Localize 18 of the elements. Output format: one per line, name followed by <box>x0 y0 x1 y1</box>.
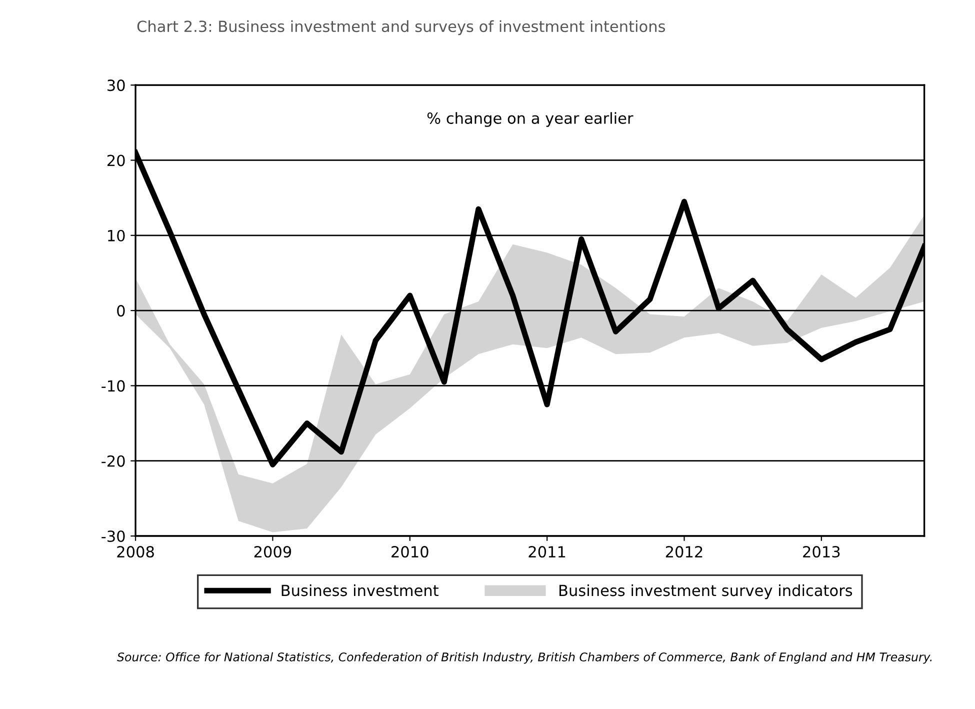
y-tick-label: -20 <box>102 455 125 467</box>
x-tick-label: 2008 <box>117 546 154 558</box>
legend-label: Business investment survey indicators <box>560 584 852 600</box>
y-tick-label: -30 <box>102 530 125 542</box>
source-note: Source: Office for National Statistics, Confederation of British Industry, British Chambers of Commerce, Bank of England and HM Treasury. <box>117 652 932 664</box>
x-tick-label: 2012 <box>666 546 702 558</box>
x-tick-label: 2011 <box>528 546 566 558</box>
x-tick-label: 2009 <box>254 546 292 558</box>
y-tick-label: 10 <box>108 230 125 242</box>
chart-title: Chart 2.3: Business investment and surveys of investment intentions <box>137 20 666 36</box>
y-tick-label: -10 <box>102 380 125 392</box>
y-tick-label: 30 <box>108 80 125 92</box>
y-tick-label: 0 <box>117 305 125 317</box>
x-tick-label: 2013 <box>803 546 840 558</box>
annotation: % change on a year earlier <box>427 112 634 127</box>
y-tick-label: 20 <box>107 154 125 166</box>
legend-label: Business investment <box>282 584 438 596</box>
x-tick-label: 2010 <box>392 546 428 558</box>
